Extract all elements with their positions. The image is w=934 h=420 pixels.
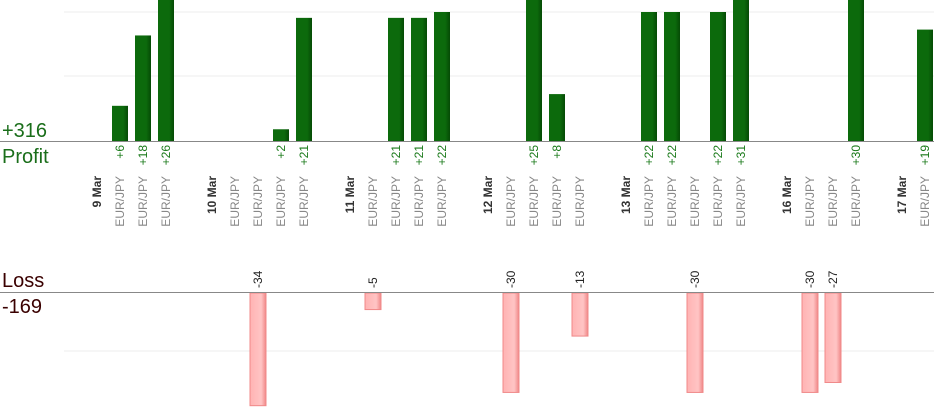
- profit-value-label: +30: [849, 145, 863, 166]
- gridlines: [64, 11, 934, 352]
- category-label: EUR/JPY: [688, 176, 702, 227]
- category-label: EUR/JPY: [435, 176, 449, 227]
- category-label: EUR/JPY: [803, 176, 817, 227]
- profit-bar: [411, 17, 427, 142]
- profit-value-label: +8: [550, 145, 564, 159]
- profit-bar: [733, 0, 749, 142]
- profit-value-label: +31: [734, 145, 748, 166]
- profit-value-label: +21: [389, 145, 403, 166]
- profit-bar: [549, 94, 565, 141]
- category-label: EUR/JPY: [228, 176, 242, 227]
- loss-bar: [571, 292, 589, 337]
- loss-bar: [502, 292, 520, 393]
- profit-bar: [641, 12, 657, 141]
- category-label: EUR/JPY: [504, 176, 518, 227]
- labels: 9 Mar EUR/JPY +6 EUR/JPY +18 EUR/JPY +26 10 Mar…: [90, 145, 932, 288]
- category-label: EUR/JPY: [136, 176, 150, 227]
- profit-value-label: +26: [159, 145, 173, 166]
- profit-value-label: +22: [665, 145, 679, 166]
- date-label: 13 Mar: [619, 176, 633, 214]
- date-label: 12 Mar: [481, 176, 495, 214]
- category-label: EUR/JPY: [826, 176, 840, 227]
- profit-bar: [434, 12, 450, 141]
- profit-value-label: +22: [711, 145, 725, 166]
- profit-bar: [917, 29, 933, 141]
- date-label: 9 Mar: [90, 176, 104, 208]
- profit-value-label: +22: [435, 145, 449, 166]
- axes: [0, 141, 934, 293]
- date-label: 11 Mar: [343, 176, 357, 214]
- date-label: 16 Mar: [780, 176, 794, 214]
- category-label: EUR/JPY: [389, 176, 403, 227]
- profit-bar: [848, 0, 864, 141]
- profit-value-label: +2: [274, 145, 288, 159]
- loss-value-label: -34: [251, 270, 265, 288]
- category-label: EUR/JPY: [665, 176, 679, 227]
- loss-value-label: -27: [826, 270, 840, 288]
- loss-bar: [249, 292, 267, 407]
- profit-value-label: +6: [113, 145, 127, 159]
- category-label: EUR/JPY: [159, 176, 173, 227]
- profit-value-label: +19: [918, 145, 932, 166]
- loss-value-label: -30: [504, 270, 518, 288]
- profit-value-label: +21: [412, 145, 426, 166]
- category-label: EUR/JPY: [274, 176, 288, 227]
- category-label: EUR/JPY: [366, 176, 380, 227]
- profit-value-label: +22: [642, 145, 656, 166]
- profit-value-label: +25: [527, 145, 541, 166]
- profit-bar: [135, 35, 151, 141]
- category-label: EUR/JPY: [297, 176, 311, 227]
- profit-bar: [296, 17, 312, 142]
- profit-total: +316: [2, 120, 47, 142]
- loss-total: -169: [2, 296, 42, 318]
- category-label: EUR/JPY: [251, 176, 265, 227]
- profit-bar: [112, 105, 128, 141]
- category-label: EUR/JPY: [527, 176, 541, 227]
- bars: [112, 0, 933, 407]
- loss-bar: [686, 292, 704, 393]
- profit-value-label: +21: [297, 145, 311, 166]
- loss-bar: [801, 292, 819, 393]
- category-label: EUR/JPY: [573, 176, 587, 227]
- profit-bar: [664, 12, 680, 141]
- date-label: 17 Mar: [895, 176, 909, 214]
- loss-bar: [364, 292, 382, 311]
- loss-label: Loss: [2, 270, 44, 292]
- profit-bar: [526, 0, 542, 142]
- profit-bar: [710, 12, 726, 141]
- loss-value-label: -5: [366, 277, 380, 288]
- loss-bar: [824, 292, 842, 383]
- loss-value-label: -30: [803, 270, 817, 288]
- profit-value-label: +18: [136, 145, 150, 166]
- profit-label: Profit: [2, 146, 49, 168]
- loss-value-label: -13: [573, 270, 587, 288]
- category-label: EUR/JPY: [412, 176, 426, 227]
- date-label: 10 Mar: [205, 176, 219, 214]
- category-label: EUR/JPY: [113, 176, 127, 227]
- category-label: EUR/JPY: [849, 176, 863, 227]
- profit-bar: [158, 0, 174, 141]
- category-label: EUR/JPY: [918, 176, 932, 227]
- profit-bar: [388, 17, 404, 142]
- category-label: EUR/JPY: [734, 176, 748, 227]
- loss-value-label: -30: [688, 270, 702, 288]
- category-label: EUR/JPY: [642, 176, 656, 227]
- category-label: EUR/JPY: [711, 176, 725, 227]
- profit-bar: [273, 129, 289, 141]
- category-label: EUR/JPY: [550, 176, 564, 227]
